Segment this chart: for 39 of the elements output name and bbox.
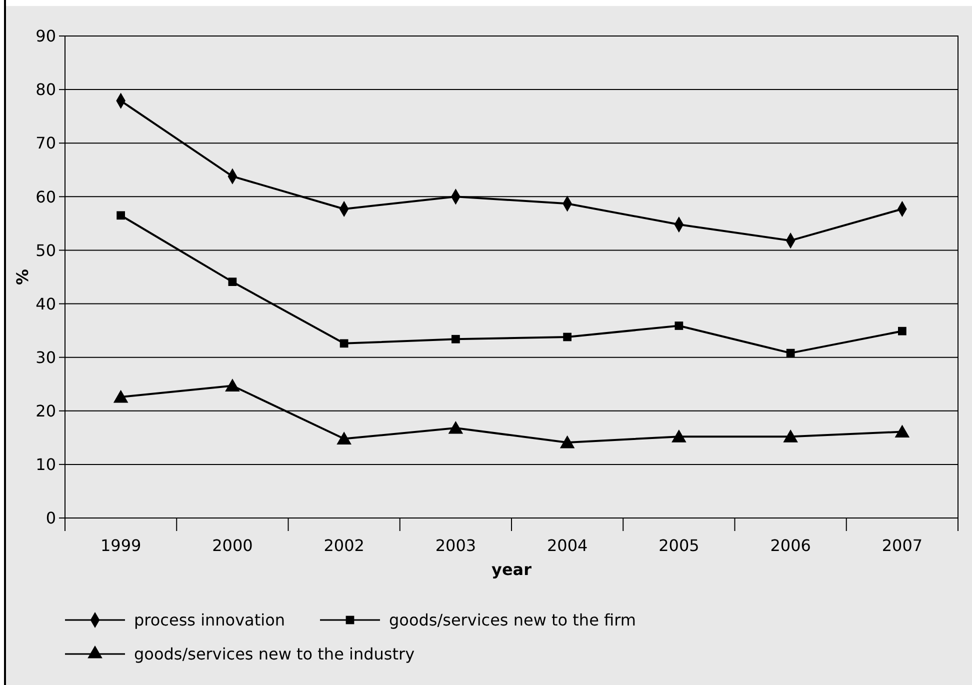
x-tick-label: 2007 [882, 536, 923, 555]
y-tick-label: 70 [36, 134, 56, 153]
point [448, 420, 464, 434]
x-tick-label: 2000 [212, 536, 253, 555]
y-tick-label: 60 [36, 187, 56, 206]
y-tick-label: 0 [46, 508, 56, 528]
point [113, 390, 128, 403]
x-tick-label: 2003 [435, 536, 476, 555]
point [563, 332, 572, 342]
y-tick-label: 30 [36, 348, 56, 367]
y-tick-label: 90 [36, 26, 56, 46]
y-tick-label: 20 [36, 401, 56, 420]
x-tick-label: 1999 [100, 536, 142, 555]
point [898, 326, 906, 336]
legend-label: goods/services new to the industry [134, 644, 415, 664]
point [560, 435, 575, 448]
point [336, 432, 352, 445]
point [783, 430, 798, 442]
x-tick-label: 2002 [324, 536, 364, 555]
point [672, 430, 686, 442]
point [452, 334, 460, 344]
point [228, 278, 237, 286]
x-axis-title: year [492, 560, 532, 579]
legend-label: goods/services new to the firm [389, 610, 636, 630]
y-tick-label: 40 [36, 294, 56, 314]
point [674, 322, 684, 330]
point [225, 378, 240, 392]
point [340, 339, 348, 348]
x-tick-label: 2005 [658, 536, 700, 555]
x-tick-label: 2006 [770, 536, 811, 555]
y-tick-label: 50 [36, 240, 56, 260]
y-tick-label: 10 [36, 455, 56, 474]
point [116, 211, 125, 220]
y-axis-title: % [13, 268, 32, 286]
legend-label: process innovation [134, 610, 286, 630]
x-tick-label: 2004 [546, 536, 588, 555]
y-tick-label: 80 [36, 80, 56, 100]
point [786, 348, 795, 358]
point [894, 424, 910, 438]
